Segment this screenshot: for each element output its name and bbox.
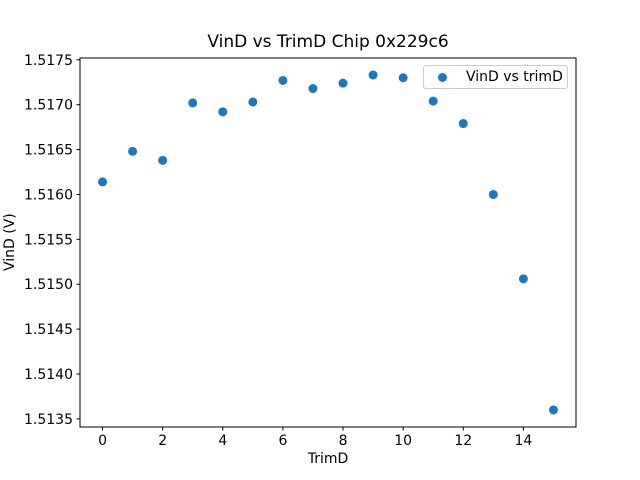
legend-dot-icon bbox=[438, 72, 447, 82]
y-tick-label: 1.5150 bbox=[24, 277, 73, 293]
x-tick-label: 12 bbox=[454, 433, 472, 449]
legend-label: VinD vs trimD bbox=[466, 69, 563, 85]
legend: VinD vs trimD bbox=[423, 65, 568, 89]
scatter-point bbox=[158, 155, 168, 165]
scatter-point bbox=[368, 70, 378, 80]
x-tick-label: 10 bbox=[394, 433, 412, 449]
scatter-point bbox=[98, 177, 108, 187]
y-tick-label: 1.5155 bbox=[24, 232, 73, 248]
scatter-point bbox=[548, 405, 558, 415]
x-tick-label: 8 bbox=[339, 433, 348, 449]
chart-title: VinD vs TrimD Chip 0x229c6 bbox=[207, 32, 449, 52]
x-tick-label: 2 bbox=[158, 433, 167, 449]
scatter-point bbox=[398, 73, 408, 83]
scatter-point bbox=[248, 97, 258, 107]
scatter-point bbox=[338, 78, 348, 88]
axes-frame bbox=[79, 57, 577, 428]
y-axis-label: VinD (V) bbox=[2, 213, 18, 272]
x-tick-label: 6 bbox=[278, 433, 287, 449]
scatter-point bbox=[218, 107, 228, 117]
scatter-point bbox=[458, 119, 468, 129]
x-tick-label: 0 bbox=[98, 433, 107, 449]
scatter-point bbox=[518, 274, 528, 284]
y-tick-label: 1.5170 bbox=[24, 98, 73, 114]
y-tick-label: 1.5140 bbox=[24, 367, 73, 383]
scatter-point bbox=[308, 84, 318, 94]
x-axis-label: TrimD bbox=[307, 451, 349, 467]
scatter-point bbox=[278, 75, 288, 85]
scatter-point bbox=[428, 96, 438, 106]
y-tick-label: 1.5135 bbox=[24, 412, 73, 428]
x-tick-label: 14 bbox=[514, 433, 532, 449]
scatter-point bbox=[488, 189, 498, 199]
y-tick-label: 1.5165 bbox=[24, 143, 73, 159]
y-tick-label: 1.5145 bbox=[24, 322, 73, 338]
scatter-point bbox=[128, 146, 138, 156]
y-tick-label: 1.5175 bbox=[24, 53, 73, 69]
y-tick-label: 1.5160 bbox=[24, 187, 73, 203]
scatter-point bbox=[188, 98, 198, 108]
x-tick-label: 4 bbox=[218, 433, 227, 449]
